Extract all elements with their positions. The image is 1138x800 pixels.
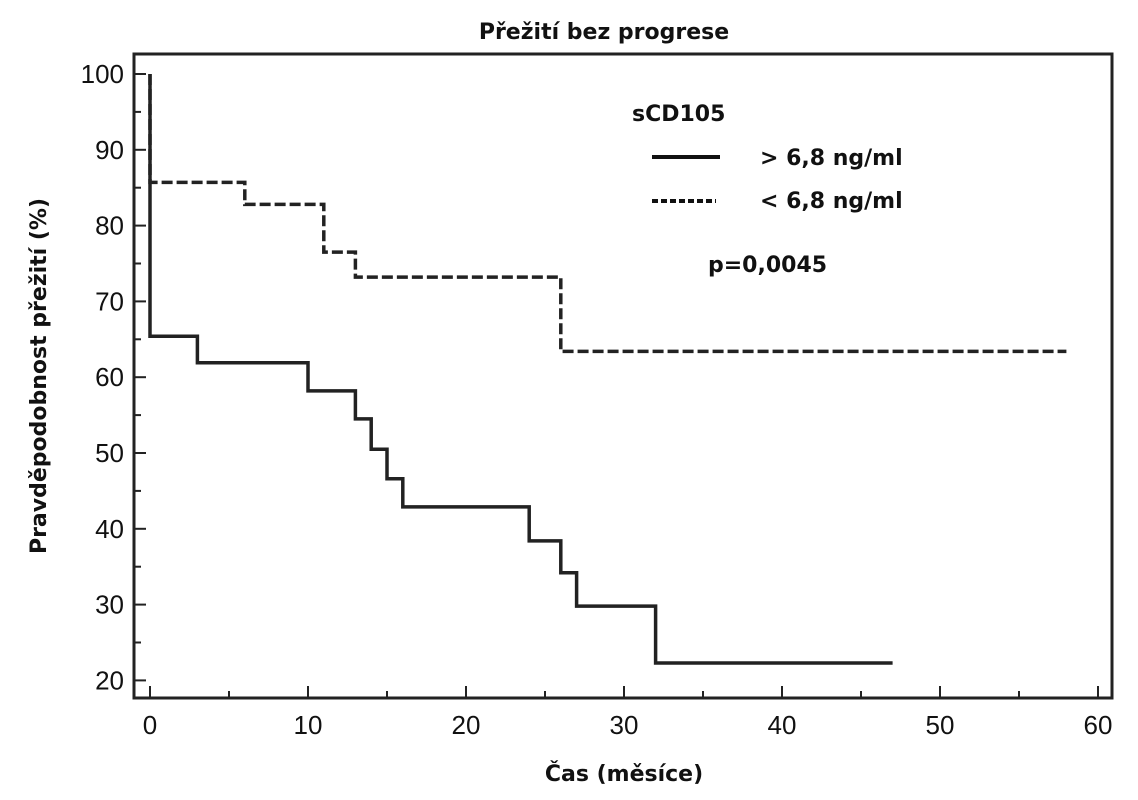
x-axis-ticks: 0 10 20 30 40 50 60 [143,686,1113,740]
y-tick-label: 100 [81,59,124,89]
legend: sCD105 > 6,8 ng/ml < 6,8 ng/ml p=0,0045 [632,102,903,278]
legend-label-low: < 6,8 ng/ml [760,189,903,214]
series-line-low-scd105 [148,74,1067,354]
x-tick-label: 50 [926,710,955,740]
x-tick-label: 0 [143,710,157,740]
x-tick-label: 40 [768,710,797,740]
y-tick-label: 30 [95,590,124,620]
x-tick-label: 10 [294,710,323,740]
y-axis-ticks: 20 30 40 50 60 70 80 90 100 [81,59,146,695]
x-tick-label: 30 [610,710,639,740]
x-tick-label: 60 [1084,710,1113,740]
legend-label-high: > 6,8 ng/ml [760,146,903,171]
x-tick-label: 20 [452,710,481,740]
series-line-high-scd105 [148,74,893,665]
y-tick-label: 80 [95,211,124,241]
legend-title: sCD105 [632,102,725,127]
y-tick-label: 90 [95,135,124,165]
chart-title: Přežití bez progrese [479,20,729,45]
y-tick-label: 40 [95,514,124,544]
plot-frame [132,52,1114,700]
y-tick-label: 60 [95,362,124,392]
x-axis-title: Čas (měsíce) [545,761,703,787]
p-value-annotation: p=0,0045 [708,253,827,278]
y-tick-label: 70 [95,286,124,316]
y-tick-label: 50 [95,438,124,468]
y-axis-title: Pravděpodobnost přežití (%) [27,198,52,554]
y-tick-label: 20 [95,665,124,695]
series-layer [148,74,1067,665]
